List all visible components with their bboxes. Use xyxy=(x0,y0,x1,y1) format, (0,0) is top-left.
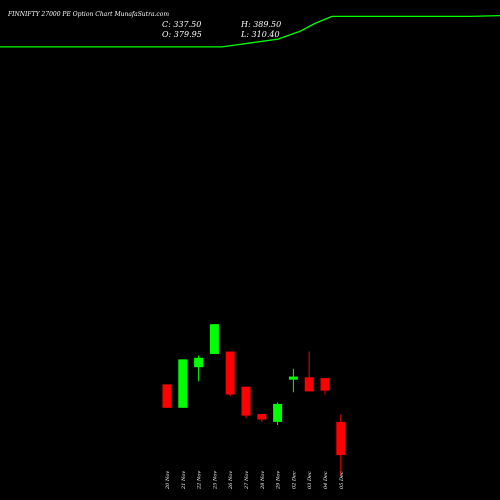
x-tick-label: 26 Nov xyxy=(228,471,234,490)
x-tick-label: 20 Nov xyxy=(165,471,171,490)
x-tick-label: 27 Nov xyxy=(244,471,250,490)
x-tick-label: 25 Nov xyxy=(212,471,218,490)
x-tick-label: 29 Nov xyxy=(276,471,282,490)
high-value: H: 389.50 xyxy=(241,20,282,29)
overlay-line xyxy=(0,14,500,48)
overlay-line-layer xyxy=(0,14,500,48)
open-value: O: 379.95 xyxy=(162,30,202,39)
x-tick-label: 04 Dec xyxy=(323,471,329,489)
x-tick-label: 21 Nov xyxy=(181,471,187,490)
x-axis-labels: 20 Nov 21 Nov 22 Nov 25 Nov 26 Nov 27 Nov 28 N… xyxy=(165,471,345,490)
candles-layer xyxy=(162,324,346,477)
candle-body xyxy=(288,376,298,380)
candle-body xyxy=(336,421,346,456)
low-value: L: 310.40 xyxy=(241,30,280,39)
candle-body xyxy=(320,378,330,391)
x-tick-label: 28 Nov xyxy=(260,471,266,490)
chart-title: FINNIFTY 27000 PE Option Chart MunafaSut… xyxy=(8,11,170,18)
candle-body xyxy=(194,357,204,368)
close-value: C: 337.50 xyxy=(162,20,202,29)
candle-body xyxy=(178,359,188,408)
candle-body xyxy=(273,403,283,422)
x-tick-label: 05 Dec xyxy=(339,471,345,489)
x-tick-label: 03 Dec xyxy=(307,471,313,489)
candle-body xyxy=(209,324,219,354)
candle-body xyxy=(225,351,235,395)
candle-body xyxy=(304,377,314,392)
candle-body xyxy=(257,414,267,420)
candle-body xyxy=(241,386,251,416)
x-tick-label: 22 Nov xyxy=(197,471,203,490)
candle-body xyxy=(162,384,172,408)
x-tick-label: 02 Dec xyxy=(291,471,297,489)
